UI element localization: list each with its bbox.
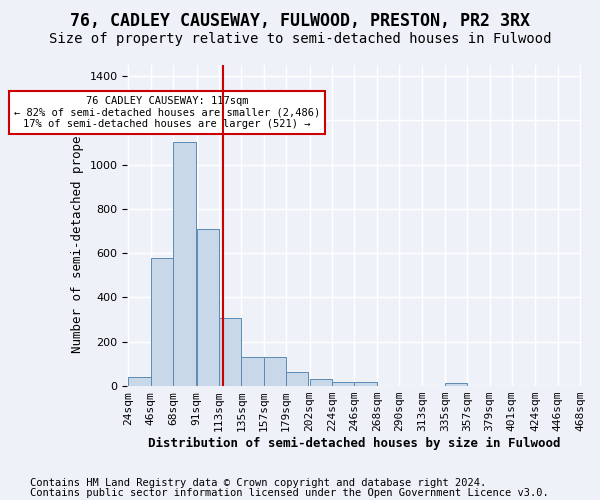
Text: Contains public sector information licensed under the Open Government Licence v3: Contains public sector information licen… [30,488,549,498]
Bar [310,380,332,386]
Bar [151,258,173,386]
Bar [286,372,308,386]
Bar [128,377,151,386]
Bar [219,318,241,386]
Bar [241,357,264,386]
Bar [445,382,467,386]
Text: 76 CADLEY CAUSEWAY: 117sqm
← 82% of semi-detached houses are smaller (2,486)
17%: 76 CADLEY CAUSEWAY: 117sqm ← 82% of semi… [14,96,320,129]
Text: 76, CADLEY CAUSEWAY, FULWOOD, PRESTON, PR2 3RX: 76, CADLEY CAUSEWAY, FULWOOD, PRESTON, P… [70,12,530,30]
X-axis label: Distribution of semi-detached houses by size in Fulwood: Distribution of semi-detached houses by … [148,437,560,450]
Bar [332,382,354,386]
Y-axis label: Number of semi-detached properties: Number of semi-detached properties [71,98,84,353]
Bar [354,382,377,386]
Bar [173,142,196,386]
Text: Size of property relative to semi-detached houses in Fulwood: Size of property relative to semi-detach… [49,32,551,46]
Bar [264,357,286,386]
Text: Contains HM Land Registry data © Crown copyright and database right 2024.: Contains HM Land Registry data © Crown c… [30,478,486,488]
Bar [197,229,219,386]
